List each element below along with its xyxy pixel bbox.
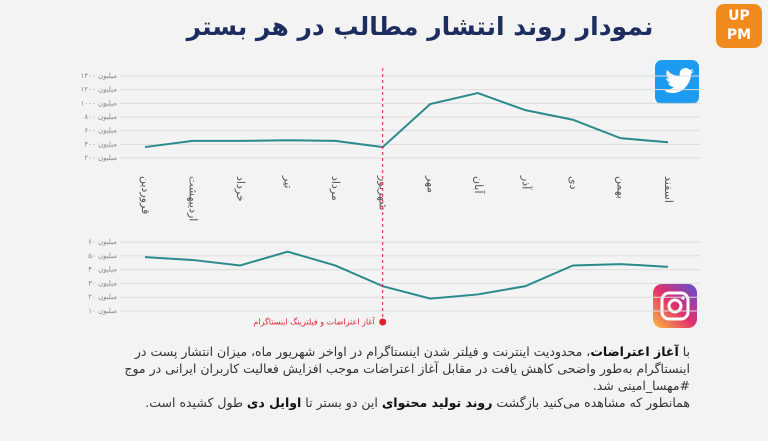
x-tick-label: مهر xyxy=(424,175,437,193)
y-tick-label: ۳۰ میلیون xyxy=(88,279,117,287)
x-tick-label: بهمن xyxy=(614,176,627,199)
logo-text: UP xyxy=(728,8,750,24)
x-tick-label: اردیبهشت xyxy=(187,176,200,221)
x-tick-label: آذر xyxy=(519,175,533,190)
y-tick-label: ۲۰۰ میلیون xyxy=(84,154,117,162)
y-tick-label: ۵۰ میلیون xyxy=(88,252,117,260)
logo-text: PM xyxy=(727,27,751,43)
x-tick-label: فروردین xyxy=(139,176,152,214)
y-tick-label: ۱۰ میلیون xyxy=(88,307,117,315)
paragraph-text: آغاز اعتراضات xyxy=(590,344,679,359)
paragraph-text: طول کشیده است. xyxy=(145,395,247,410)
x-tick-label: دی xyxy=(567,176,580,190)
x-tick-label: تیر xyxy=(282,175,295,188)
title: نمودار روند انتشار مطالب در هر بستر xyxy=(185,12,654,42)
paragraph-text: ، محدودیت اینترنت و فیلتر شدن اینستاگرام… xyxy=(124,344,690,393)
event-dot xyxy=(379,318,387,326)
paragraph-text: همانطور که مشاهده می‌کنید بازگشت xyxy=(492,395,690,410)
y-tick-label: ۱۲۰۰ میلیون xyxy=(81,86,118,94)
line xyxy=(144,92,669,149)
instagram-icon xyxy=(653,284,697,328)
y-tick-label: ۸۰۰ میلیون xyxy=(84,113,117,121)
y-tick-label: ۲۰ میلیون xyxy=(88,293,117,301)
x-tick-label: شهریور xyxy=(377,175,390,210)
y-tick-label: ۱۰۰۰ میلیون xyxy=(81,99,118,107)
y-tick-label: ۱۴۰۰ میلیون xyxy=(81,72,118,80)
paragraph: با آغاز اعتراضات، محدودیت اینترنت و فیلت… xyxy=(90,343,690,394)
logo-bg xyxy=(716,4,762,48)
line xyxy=(144,250,669,300)
y-tick-label: ۴۰۰ میلیون xyxy=(84,140,117,148)
x-tick-label: خرداد xyxy=(234,176,247,202)
x-tick-label: مرداد xyxy=(329,176,342,201)
y-tick-label: ۶۰ میلیون xyxy=(88,238,117,246)
paragraph-text: اوایل دی xyxy=(246,395,302,410)
paragraph-text: با xyxy=(678,344,690,359)
twitter-icon xyxy=(655,60,699,104)
annotation: آغاز اعتراضات و فیلترینگ اینستاگرام xyxy=(253,317,375,327)
paragraph-text: روند تولید محتوای xyxy=(381,395,493,410)
y-tick-label: ۶۰۰ میلیون xyxy=(84,127,117,135)
paragraph-text: این دو بستر تا xyxy=(301,395,382,410)
logo: UP PM xyxy=(716,4,762,48)
description: با آغاز اعتراضات، محدودیت اینترنت و فیلت… xyxy=(90,343,690,411)
x-tick-label: اسفند xyxy=(662,176,675,203)
y-tick-label: ۴۰ میلیون xyxy=(88,266,117,274)
x-tick-label: آبان xyxy=(472,176,486,194)
paragraph: همانطور که مشاهده می‌کنید بازگشت روند تو… xyxy=(90,394,690,411)
